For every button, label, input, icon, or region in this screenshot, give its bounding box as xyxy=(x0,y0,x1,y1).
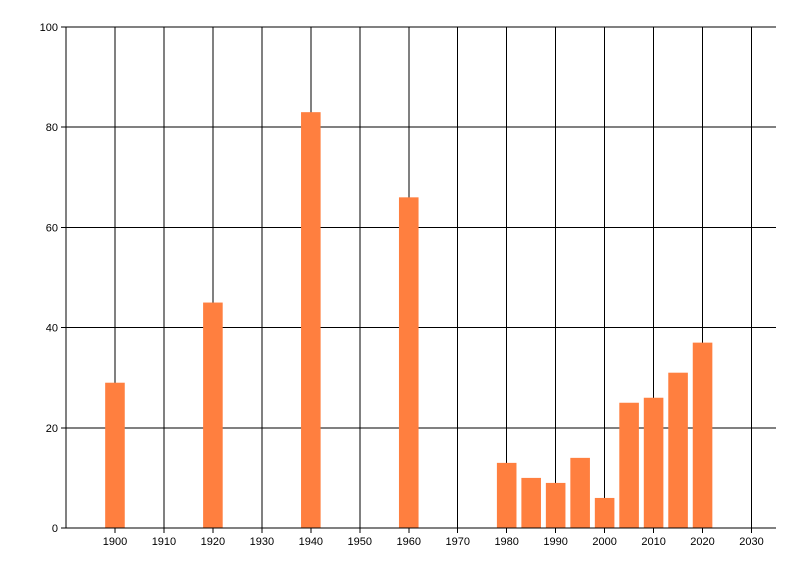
x-tick-label: 2000 xyxy=(592,536,616,548)
tick-label-layer: 0 20 40 60 80 100 1900 1910 1920 1930 1940 1950 1960… xyxy=(40,22,764,548)
x-tick-label: 1970 xyxy=(445,536,469,548)
x-tick-label: 1920 xyxy=(201,536,225,548)
x-tick-label: 1950 xyxy=(348,536,372,548)
x-tick-label: 1940 xyxy=(299,536,323,548)
y-tick-label: 60 xyxy=(46,222,58,234)
bar-2015 xyxy=(668,372,688,528)
x-tick-label: 1990 xyxy=(543,536,567,548)
bar-1990 xyxy=(545,482,566,528)
y-tick-label: 20 xyxy=(46,423,58,435)
bar-1940 xyxy=(301,112,321,529)
bar-2000 xyxy=(594,497,615,528)
x-tick-label: 1930 xyxy=(250,536,274,548)
x-tick-label: 1960 xyxy=(397,536,421,548)
bar-1960 xyxy=(398,197,419,528)
x-tick-label: 2030 xyxy=(739,536,763,548)
bar-layer xyxy=(105,112,713,529)
y-tick-label: 80 xyxy=(46,122,58,134)
x-tick-label: 1980 xyxy=(494,536,518,548)
bar-1980 xyxy=(496,462,517,528)
bar-1920 xyxy=(203,302,223,528)
bar-2005 xyxy=(619,402,639,528)
bar-1995 xyxy=(570,457,590,528)
bar-1985 xyxy=(521,477,541,528)
axis-layer xyxy=(65,27,776,529)
y-tick-label: 40 xyxy=(46,323,58,335)
bar-2020 xyxy=(692,342,713,528)
x-tick-label: 1910 xyxy=(152,536,176,548)
y-tick-label: 100 xyxy=(40,22,58,34)
x-tick-label: 1900 xyxy=(103,536,127,548)
x-tick-label: 2020 xyxy=(690,536,714,548)
bar-1900 xyxy=(105,382,125,528)
bar-2010 xyxy=(643,397,664,528)
y-tick-label: 0 xyxy=(52,523,58,535)
x-tick-label: 2010 xyxy=(641,536,665,548)
